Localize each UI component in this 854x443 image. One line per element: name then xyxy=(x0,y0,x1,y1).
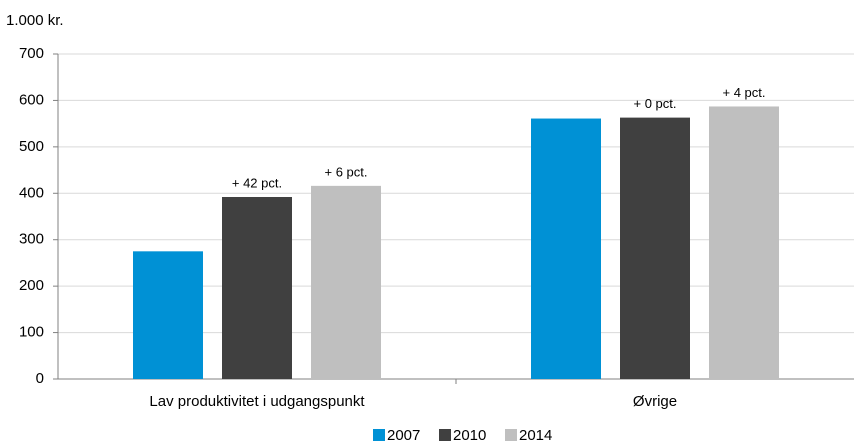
legend-swatch xyxy=(373,429,385,441)
legend-swatch xyxy=(439,429,451,441)
legend-label: 2010 xyxy=(453,427,486,443)
annotation: + 4 pct. xyxy=(723,85,766,100)
bar xyxy=(620,117,690,379)
bar xyxy=(531,118,601,380)
x-tick-label: Lav produktivitet i udgangspunkt xyxy=(149,393,365,410)
annotation: + 6 pct. xyxy=(325,164,368,179)
legend-label: 2007 xyxy=(387,427,420,443)
x-tick-label: Øvrige xyxy=(633,393,677,410)
y-tick-label: 200 xyxy=(19,277,44,294)
y-axis-label: 1.000 kr. xyxy=(6,12,64,29)
y-tick-label: 700 xyxy=(19,45,44,62)
y-tick-label: 400 xyxy=(19,184,44,201)
bar xyxy=(222,197,292,379)
legend-label: 2014 xyxy=(519,427,552,443)
annotation: + 42 pct. xyxy=(232,175,282,190)
y-tick-label: 600 xyxy=(19,91,44,108)
y-tick-label: 500 xyxy=(19,138,44,155)
y-tick-label: 300 xyxy=(19,231,44,248)
legend-swatch xyxy=(505,429,517,441)
bar xyxy=(709,106,779,379)
y-tick-label: 0 xyxy=(36,370,44,387)
annotation: + 0 pct. xyxy=(634,96,677,111)
y-tick-label: 100 xyxy=(19,324,44,341)
bar xyxy=(311,185,381,379)
bar xyxy=(133,251,203,379)
